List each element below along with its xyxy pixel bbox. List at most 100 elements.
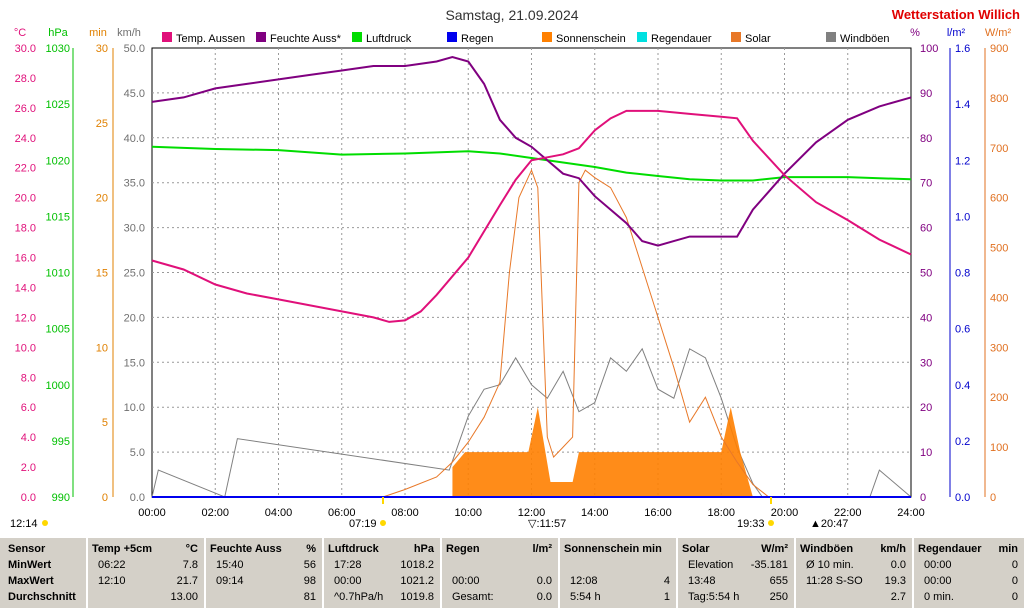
axis-tick-wind: 35.0 (124, 178, 145, 190)
stats-col-solar: Solar W/m² Elevation -35.181 13:48 655 Tag:5:5… (676, 538, 796, 608)
axis-unit-solar: W/m² (985, 27, 1012, 39)
axis-tick-rain: 1.2 (955, 155, 970, 167)
marker-sunrise: 07:19 (349, 518, 377, 530)
axis-tick-minutes: 0 (102, 492, 108, 504)
stats-time: 00:00 (452, 575, 480, 587)
axis-tick-solar: 800 (990, 93, 1008, 105)
axis-tick-humidity: 100 (920, 43, 938, 55)
axis-tick-humidity: 60 (920, 223, 932, 235)
stats-time: 00:00 (334, 575, 362, 587)
axis-tick-temp: 0.0 (21, 492, 36, 504)
stats-time: Gesamt: (452, 591, 494, 603)
axis-tick-temp: 26.0 (15, 103, 36, 115)
stats-time: 00:00 (924, 575, 952, 587)
stats-value: 0 (1011, 591, 1018, 603)
x-tick-label: 14:00 (581, 507, 609, 519)
axis-tick-temp: 14.0 (15, 282, 36, 294)
axis-tick-pressure: 1015 (46, 211, 70, 223)
axis-tick-humidity: 50 (920, 268, 932, 280)
legend-swatch (731, 32, 741, 42)
stats-header: Luftdruck (328, 543, 379, 555)
sun-dot (380, 520, 386, 526)
axis-tick-wind: 45.0 (124, 88, 145, 100)
legend-swatch (826, 32, 836, 42)
stats-time: 09:14 (216, 575, 244, 587)
stats-col-rain: Regen l/m² 00:00 0.0 Gesamt: 0.0 (440, 538, 560, 608)
stats-time: 11:28 S-SO (806, 575, 863, 587)
axis-tick-humidity: 20 (920, 402, 932, 414)
stats-unit: l/m² (532, 543, 552, 555)
stats-value: 1018.2 (400, 559, 434, 571)
axis-tick-solar: 700 (990, 143, 1008, 155)
series-sonnenschein (452, 407, 753, 497)
axis-tick-humidity: 40 (920, 312, 932, 324)
legend-label: Regendauer (651, 33, 712, 45)
x-tick-label: 22:00 (834, 507, 862, 519)
axis-tick-rain: 1.6 (955, 43, 970, 55)
axis-tick-wind: 25.0 (124, 268, 145, 280)
station-name: Wetterstation Willich (892, 7, 1020, 22)
axis-tick-pressure: 995 (52, 436, 70, 448)
legend-label: Solar (745, 33, 771, 45)
x-tick-label: 08:00 (391, 507, 419, 519)
stats-value: 655 (769, 575, 788, 587)
stats-col-press: Luftdruck hPa 17:28 1018.2 00:00 1021.2 ^0.7hP… (322, 538, 442, 608)
axis-tick-rain: 0.4 (955, 380, 970, 392)
stats-col-hum: Feuchte Auss% 15:40 56 09:14 98 81 (204, 538, 324, 608)
axis-tick-temp: 4.0 (21, 432, 36, 444)
legend-label: Temp. Aussen (176, 33, 245, 45)
stats-header: Windböen (800, 543, 854, 555)
axis-tick-temp: 10.0 (15, 342, 36, 354)
stats-time: ^0.7hPa/h (334, 591, 384, 603)
series-feuchteauss (151, 55, 912, 247)
axis-tick-temp: 8.0 (21, 372, 36, 384)
axis-tick-minutes: 20 (96, 193, 108, 205)
axis-tick-wind: 15.0 (124, 357, 145, 369)
stats-col-wind: Windböen km/h Ø 10 min. 0.0 11:28 S-SO 19.3 2.… (794, 538, 914, 608)
axis-tick-minutes: 30 (96, 43, 108, 55)
axis-tick-wind: 40.0 (124, 133, 145, 145)
axis-tick-temp: 28.0 (15, 73, 36, 85)
legend-label: Windböen (840, 33, 890, 45)
stats-time: 17:28 (334, 559, 362, 571)
x-tick-label: 18:00 (707, 507, 735, 519)
stats-header: Temp +5cm (92, 543, 153, 555)
axis-tick-humidity: 30 (920, 357, 932, 369)
stats-value: -35.181 (750, 559, 788, 571)
x-tick-label: 04:00 (265, 507, 293, 519)
chart-svg: Samstag, 21.09.2024 Wetterstation Willich… (10, 7, 1020, 530)
stats-unit: °C (185, 543, 198, 555)
weather-chart: Samstag, 21.09.2024 Wetterstation Willich… (10, 7, 1020, 530)
stats-unit: % (306, 543, 316, 555)
x-tick-label: 06:00 (328, 507, 356, 519)
stats-value: 1 (663, 591, 670, 603)
legend-label: Sonnenschein (556, 33, 626, 45)
legend-label: Regen (461, 33, 493, 45)
axis-tick-solar: 200 (990, 392, 1008, 404)
axis-tick-rain: 0.6 (955, 324, 970, 336)
axis-tick-temp: 18.0 (15, 223, 36, 235)
axis-unit-rain: l/m² (947, 27, 966, 39)
stats-value: 7.8 (182, 559, 198, 571)
stats-value: 0 (1011, 575, 1018, 587)
axis-tick-pressure: 1025 (46, 99, 70, 111)
series-tempaussen (151, 109, 912, 323)
axis-tick-wind: 50.0 (124, 43, 145, 55)
axis-tick-temp: 2.0 (21, 462, 36, 474)
stats-value: 0.0 (536, 591, 552, 603)
stats-col-temp: Temp +5cm °C 06:22 7.8 12:10 21.7 13.00 (86, 538, 206, 608)
legend-swatch (637, 32, 647, 42)
stats-time: 0 min. (924, 591, 954, 603)
axis-unit-minutes: min (89, 27, 107, 39)
stats-table: Sensor MinWert MaxWert Durchschnitt Temp… (0, 538, 1024, 608)
stats-unit: W/m² (761, 543, 788, 555)
series-luftdruck (151, 145, 912, 182)
stats-time: Tag:5:54 h (688, 591, 740, 603)
stats-col-sun: Sonnenschein min 12:08 4 5:54 h 1 (558, 538, 678, 608)
axis-unit-temp: °C (14, 27, 26, 39)
stats-header: Feuchte Auss (210, 543, 282, 555)
axis-tick-solar: 600 (990, 193, 1008, 205)
stats-time: 12:08 (570, 575, 598, 587)
axis-unit-pressure: hPa (48, 27, 68, 39)
sun-dot (42, 520, 48, 526)
